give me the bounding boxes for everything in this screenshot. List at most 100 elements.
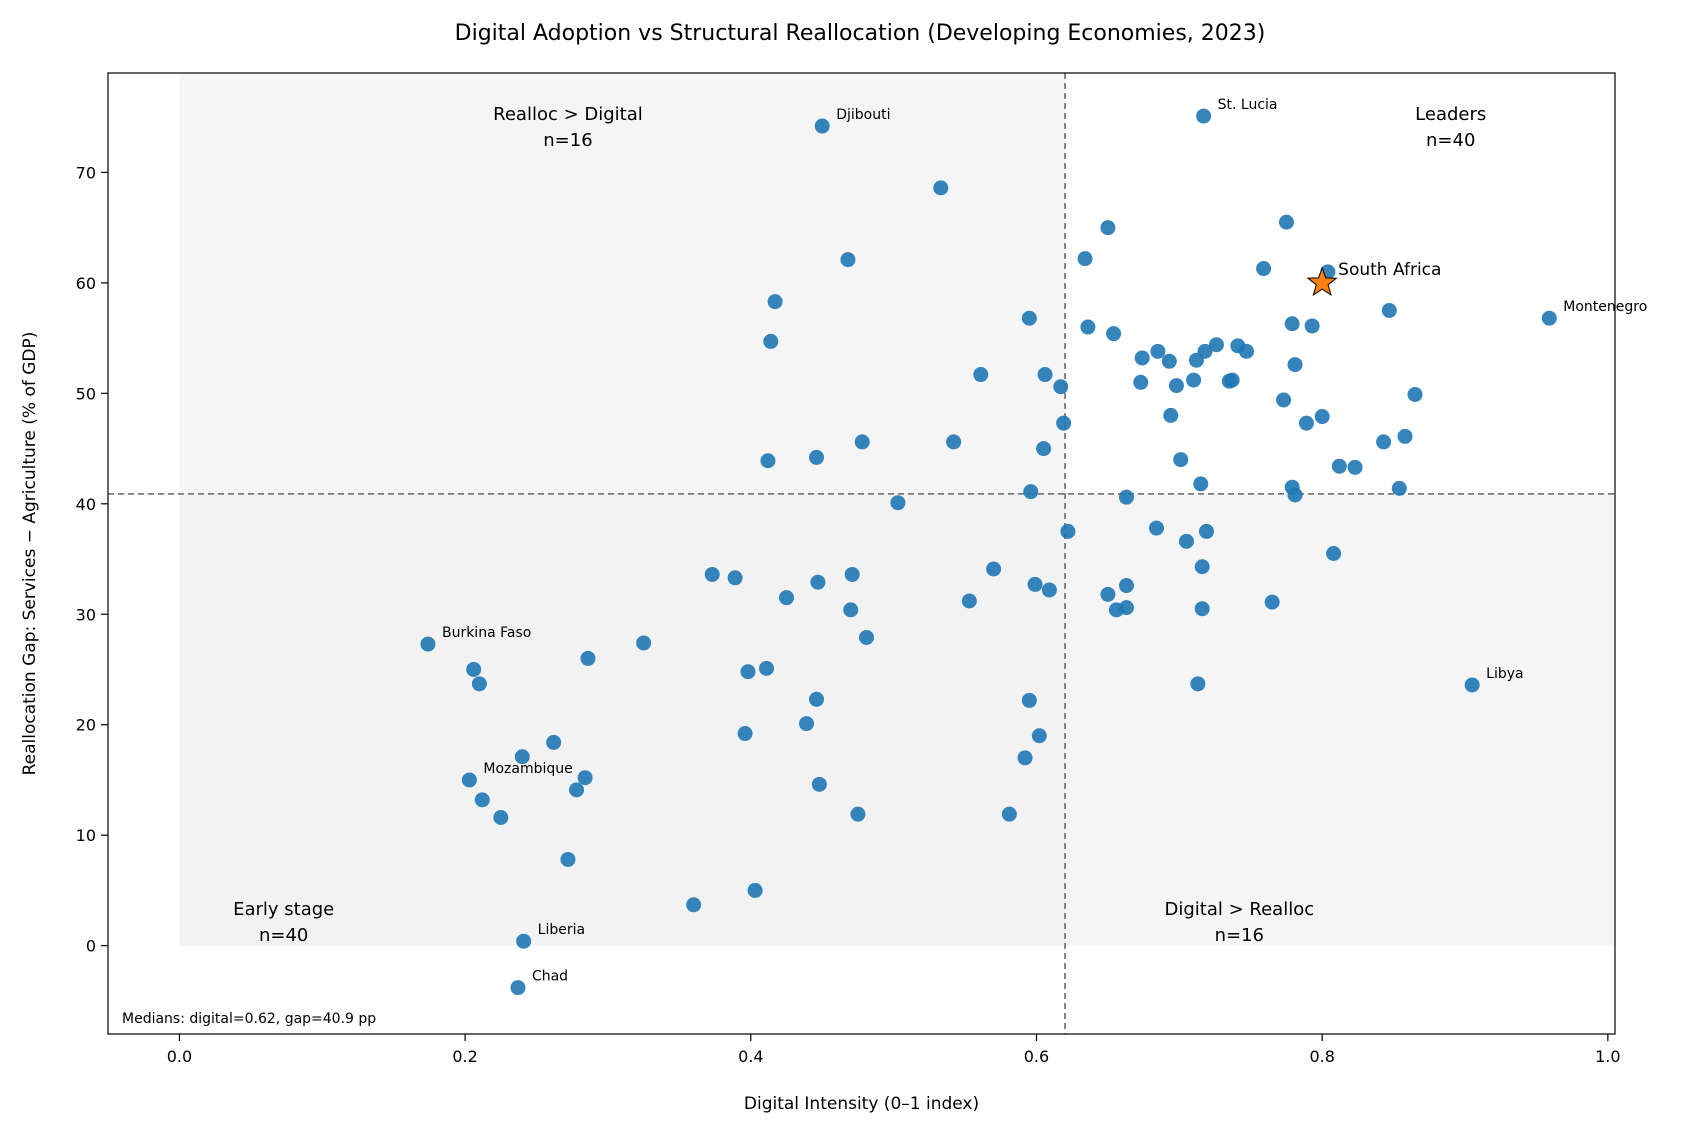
scatter-point bbox=[1021, 310, 1037, 326]
shade-bottom-right bbox=[1065, 493, 1615, 946]
scatter-point bbox=[961, 593, 977, 609]
scatter-point bbox=[1331, 458, 1347, 474]
scatter-point bbox=[1036, 441, 1052, 457]
scatter-point bbox=[1037, 367, 1053, 383]
scatter-point bbox=[1173, 452, 1189, 468]
scatter-point bbox=[580, 650, 596, 666]
scatter-point bbox=[854, 434, 870, 450]
scatter-point bbox=[1224, 372, 1240, 388]
scatter-point bbox=[858, 629, 874, 645]
scatter-point bbox=[1100, 220, 1116, 236]
median-note: Medians: digital=0.62, gap=40.9 pp bbox=[122, 1011, 376, 1027]
scatter-point bbox=[546, 734, 562, 750]
quadrant-shading bbox=[179, 73, 1615, 946]
point-label: Mozambique bbox=[483, 761, 572, 777]
scatter-point bbox=[1287, 487, 1303, 503]
scatter-point bbox=[1264, 594, 1280, 610]
point-label: Chad bbox=[532, 969, 568, 985]
y-axis-label: Reallocation Gap: Services − Agriculture… bbox=[20, 332, 40, 776]
scatter-point bbox=[986, 561, 1002, 577]
scatter-point bbox=[1284, 316, 1300, 332]
scatter-point bbox=[767, 294, 783, 310]
quadrant-count: n=16 bbox=[1215, 925, 1264, 946]
x-tick-label: 0.2 bbox=[452, 1047, 477, 1066]
scatter-point bbox=[779, 590, 795, 606]
scatter-point bbox=[844, 566, 860, 582]
scatter-point bbox=[466, 661, 482, 677]
scatter-point bbox=[1194, 601, 1210, 617]
scatter-point bbox=[1056, 415, 1072, 431]
y-axis-ticks: 0 10 20 30 40 50 60 70 bbox=[76, 163, 108, 956]
scatter-point bbox=[799, 716, 815, 732]
plot-frame bbox=[107, 72, 1616, 1035]
chart-title: Digital Adoption vs Structural Reallocat… bbox=[455, 21, 1266, 46]
scatter-point bbox=[973, 367, 989, 383]
scatter-point bbox=[814, 118, 830, 134]
scatter-point bbox=[1118, 600, 1134, 616]
x-tick-label: 0.8 bbox=[1309, 1047, 1334, 1066]
scatter-point bbox=[760, 453, 776, 469]
point-label: Liberia bbox=[538, 922, 585, 938]
scatter-point bbox=[809, 691, 825, 707]
y-tick-label: 20 bbox=[76, 716, 96, 735]
scatter-point bbox=[811, 776, 827, 792]
scatter-point bbox=[1298, 415, 1314, 431]
scatter-point bbox=[1134, 350, 1150, 366]
scatter-point bbox=[1027, 576, 1043, 592]
scatter-point bbox=[569, 782, 585, 798]
scatter-point bbox=[1376, 434, 1392, 450]
scatter-point bbox=[471, 676, 487, 692]
scatter-point bbox=[1238, 343, 1254, 359]
scatter-point bbox=[840, 252, 856, 268]
scatter-point bbox=[1197, 343, 1213, 359]
scatter-point bbox=[1118, 489, 1134, 505]
scatter-point bbox=[493, 809, 509, 825]
scatter-point bbox=[1161, 353, 1177, 369]
x-tick-label: 0.0 bbox=[167, 1047, 192, 1066]
scatter-point bbox=[1198, 523, 1214, 539]
scatter-point bbox=[1194, 559, 1210, 575]
point-label: Montenegro bbox=[1563, 299, 1647, 315]
scatter-point bbox=[560, 851, 576, 867]
quadrant-labels: Realloc > Digital n=16 Leaders n=40 Early st… bbox=[233, 104, 1486, 946]
scatter-point bbox=[1407, 386, 1423, 402]
scatter-point bbox=[946, 434, 962, 450]
scatter-point bbox=[1208, 337, 1224, 353]
scatter-point bbox=[1196, 108, 1212, 124]
highlight-label: South Africa bbox=[1338, 260, 1441, 280]
quadrant-label: Early stage bbox=[233, 899, 334, 920]
point-label: St. Lucia bbox=[1218, 97, 1278, 113]
scatter-point bbox=[727, 570, 743, 586]
scatter-point bbox=[1326, 546, 1342, 561]
scatter-point bbox=[1397, 428, 1413, 444]
scatter-point bbox=[1347, 459, 1363, 475]
scatter-point bbox=[1080, 319, 1096, 335]
x-tick-label: 1.0 bbox=[1595, 1047, 1620, 1066]
scatter-point bbox=[1148, 520, 1164, 536]
scatter-point bbox=[1133, 374, 1149, 390]
y-tick-label: 60 bbox=[76, 274, 96, 293]
point-label: Djibouti bbox=[836, 107, 890, 123]
point-label: Burkina Faso bbox=[442, 625, 531, 641]
scatter-point bbox=[1381, 302, 1397, 318]
scatter-point bbox=[1314, 409, 1330, 425]
scatter-point bbox=[1100, 586, 1116, 602]
quadrant-count: n=16 bbox=[543, 130, 592, 151]
scatter-point bbox=[1163, 407, 1179, 423]
scatter-point bbox=[474, 792, 490, 808]
y-tick-label: 70 bbox=[76, 163, 96, 182]
scatter-point bbox=[1021, 692, 1037, 708]
scatter-point bbox=[810, 574, 826, 590]
scatter-point bbox=[1023, 484, 1039, 500]
quadrant-label: Digital > Realloc bbox=[1165, 899, 1315, 920]
x-axis-label: Digital Intensity (0–1 index) bbox=[744, 1094, 979, 1114]
scatter-point bbox=[1391, 480, 1407, 496]
x-axis-ticks: 0.0 0.2 0.4 0.6 0.8 1.0 bbox=[167, 1034, 1621, 1066]
scatter-point bbox=[1031, 728, 1047, 744]
x-tick-label: 0.4 bbox=[738, 1047, 763, 1066]
y-tick-label: 50 bbox=[76, 384, 96, 403]
scatter-point bbox=[686, 897, 702, 913]
scatter-point bbox=[747, 882, 763, 898]
scatter-point bbox=[737, 726, 753, 742]
